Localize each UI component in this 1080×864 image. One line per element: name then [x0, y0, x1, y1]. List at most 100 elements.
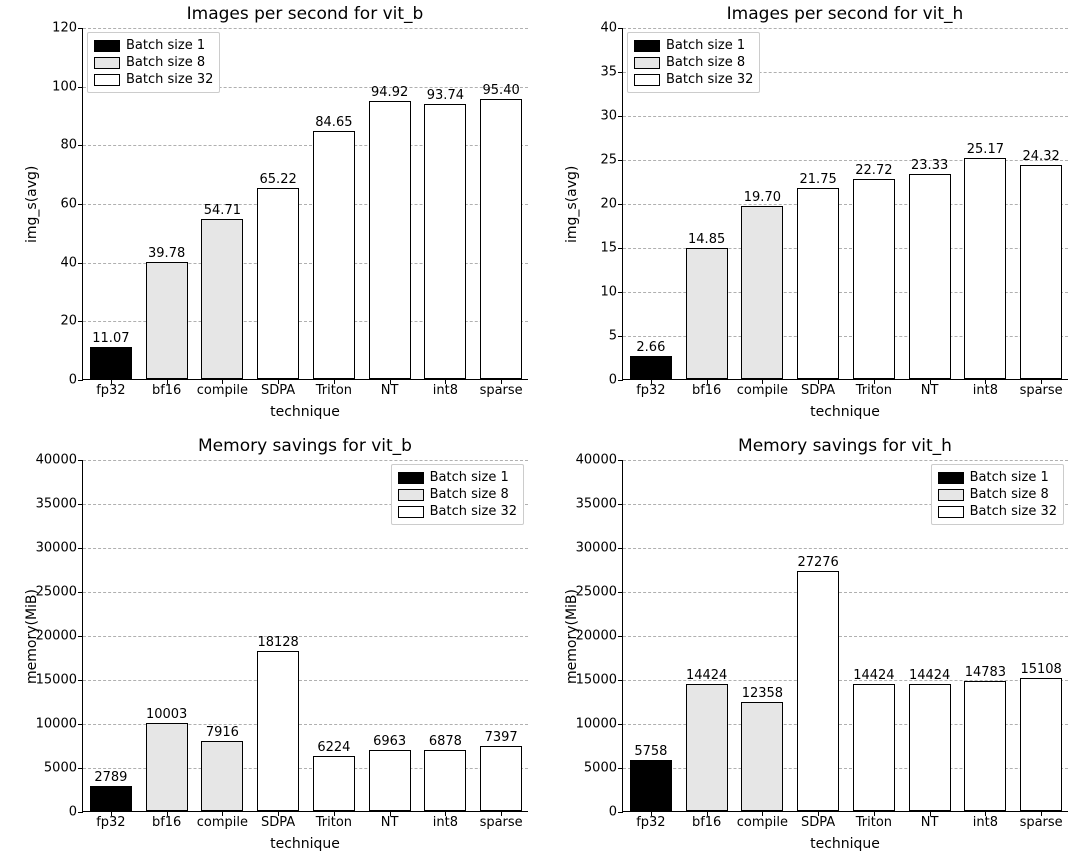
legend-label: Batch size 1 — [970, 470, 1049, 486]
xtick-label: fp32 — [96, 811, 125, 830]
xtick-label: NT — [381, 811, 399, 830]
xtick-label: NT — [921, 379, 939, 398]
xtick-label: sparse — [1020, 379, 1063, 398]
xtick-label: SDPA — [261, 379, 295, 398]
bar — [90, 347, 132, 379]
xtick-label: Triton — [316, 811, 352, 830]
ytick-label: 120 — [52, 21, 83, 36]
subplot-vit_h_mem: Memory savings for vit_h0500010000150002… — [540, 432, 1080, 864]
bar-value-label: 6963 — [373, 734, 406, 751]
y-axis-label: memory(MiB) — [564, 589, 580, 684]
bar-value-label: 14424 — [686, 668, 727, 685]
legend-patch — [94, 74, 120, 86]
bar-value-label: 24.32 — [1023, 149, 1060, 166]
ytick-label: 25 — [600, 153, 623, 168]
bar — [797, 188, 839, 379]
bar — [313, 756, 355, 811]
x-axis-label: technique — [82, 404, 528, 420]
bar — [424, 750, 466, 811]
gridline — [623, 636, 1068, 637]
xtick-label: fp32 — [96, 379, 125, 398]
ytick-label: 5 — [609, 329, 623, 344]
bar — [909, 684, 951, 811]
bar-value-label: 5758 — [634, 744, 667, 761]
legend: Batch size 1Batch size 8Batch size 32 — [931, 464, 1064, 525]
bar — [369, 101, 411, 379]
xtick-label: compile — [197, 379, 248, 398]
gridline — [623, 592, 1068, 593]
xtick-label: NT — [921, 811, 939, 830]
bar-value-label: 7397 — [485, 730, 518, 747]
bar-value-label: 14.85 — [688, 232, 725, 249]
legend-item: Batch size 1 — [634, 38, 753, 54]
ytick-label: 15 — [600, 241, 623, 256]
bar — [964, 681, 1006, 811]
legend-label: Batch size 8 — [126, 55, 205, 71]
ytick-label: 35 — [600, 65, 623, 80]
xtick-label: int8 — [433, 811, 458, 830]
xtick-label: SDPA — [801, 379, 835, 398]
figure: Images per second for vit_b0204060801001… — [0, 0, 1080, 864]
bar — [797, 571, 839, 811]
bar-value-label: 2.66 — [636, 340, 665, 357]
legend-item: Batch size 32 — [938, 504, 1057, 520]
bar — [257, 651, 299, 811]
xtick-label: int8 — [433, 379, 458, 398]
ytick-label: 25000 — [576, 585, 623, 600]
legend-item: Batch size 1 — [938, 470, 1057, 486]
xtick-label: SDPA — [801, 811, 835, 830]
bar — [480, 99, 522, 379]
xtick-label: fp32 — [636, 379, 665, 398]
gridline — [623, 116, 1068, 117]
legend-item: Batch size 8 — [398, 487, 517, 503]
gridline — [83, 460, 528, 461]
bar-value-label: 6878 — [429, 734, 462, 751]
legend: Batch size 1Batch size 8Batch size 32 — [87, 32, 220, 93]
xtick-label: compile — [197, 811, 248, 830]
ytick-label: 30000 — [36, 541, 83, 556]
xtick-label: compile — [737, 379, 788, 398]
ytick-label: 10 — [600, 285, 623, 300]
gridline — [83, 592, 528, 593]
bar — [313, 131, 355, 379]
xtick-label: sparse — [480, 811, 523, 830]
ytick-label: 25000 — [36, 585, 83, 600]
bar-value-label: 84.65 — [315, 115, 352, 132]
gridline — [83, 548, 528, 549]
bar-value-label: 22.72 — [855, 163, 892, 180]
ytick-label: 10000 — [576, 717, 623, 732]
xtick-label: bf16 — [692, 379, 721, 398]
legend-item: Batch size 32 — [398, 504, 517, 520]
bar-value-label: 2789 — [94, 770, 127, 787]
bar-value-label: 18128 — [257, 635, 298, 652]
xtick-label: compile — [737, 811, 788, 830]
gridline — [83, 28, 528, 29]
ytick-label: 40 — [60, 255, 83, 270]
legend-item: Batch size 8 — [94, 55, 213, 71]
bar-value-label: 27276 — [797, 555, 838, 572]
legend-patch — [398, 489, 424, 501]
bar-value-label: 11.07 — [92, 331, 129, 348]
legend-label: Batch size 32 — [970, 504, 1057, 520]
plot-area: 0500010000150002000025000300003500040000… — [622, 460, 1068, 812]
x-axis-label: technique — [622, 404, 1068, 420]
bar — [630, 760, 672, 811]
plot-area: 0500010000150002000025000300003500040000… — [82, 460, 528, 812]
legend-item: Batch size 8 — [634, 55, 753, 71]
legend-item: Batch size 32 — [94, 72, 213, 88]
xtick-label: Triton — [316, 379, 352, 398]
xtick-label: int8 — [973, 379, 998, 398]
gridline — [83, 636, 528, 637]
subplot-vit_b_speed: Images per second for vit_b0204060801001… — [0, 0, 540, 432]
legend-label: Batch size 8 — [970, 487, 1049, 503]
bar-value-label: 65.22 — [260, 172, 297, 189]
bar — [1020, 165, 1062, 379]
bar-value-label: 14424 — [909, 668, 950, 685]
bar — [201, 741, 243, 811]
ytick-label: 0 — [69, 805, 83, 820]
ytick-label: 100 — [52, 79, 83, 94]
ytick-label: 60 — [60, 197, 83, 212]
bar — [90, 786, 132, 811]
bar-value-label: 15108 — [1020, 662, 1061, 679]
xtick-label: bf16 — [152, 379, 181, 398]
